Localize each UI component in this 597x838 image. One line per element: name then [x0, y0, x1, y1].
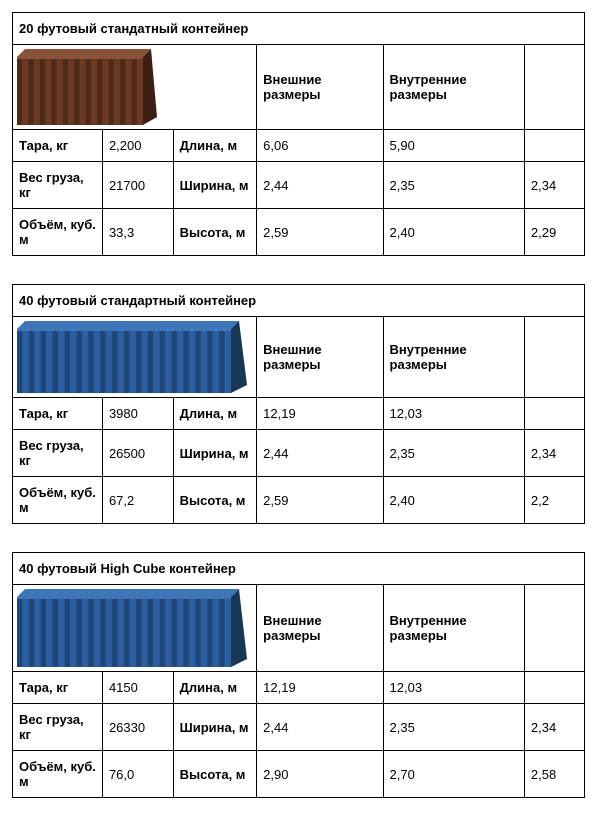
val-length-int: 12,03: [383, 398, 524, 430]
label-volume: Объём, куб. м: [13, 477, 103, 524]
val-length-ext: 12,19: [257, 398, 383, 430]
container-table-40ft-hc: 40 футовый High Cube контейнер Внешние р…: [12, 552, 585, 798]
container-image-cell: [13, 585, 257, 672]
container-image-cell: [13, 45, 257, 130]
val-volume: 76,0: [102, 751, 173, 798]
label-volume: Объём, куб. м: [13, 209, 103, 256]
container-image: [17, 49, 157, 125]
val-volume: 33,3: [102, 209, 173, 256]
label-height: Высота, м: [173, 477, 257, 524]
val-tare: 3980: [102, 398, 173, 430]
container-image-cell: [13, 317, 257, 398]
val-height-int: 2,40: [383, 209, 524, 256]
col-external: Внешние размеры: [257, 45, 383, 130]
spec-table: 40 футовый стандартный контейнер Внешние…: [12, 284, 585, 524]
val-length-ext: 12,19: [257, 672, 383, 704]
label-tare: Тара, кг: [13, 672, 103, 704]
val-height-x: 2,29: [524, 209, 584, 256]
val-length-int: 12,03: [383, 672, 524, 704]
label-height: Высота, м: [173, 751, 257, 798]
val-length-x: [524, 398, 584, 430]
val-width-int: 2,35: [383, 430, 524, 477]
label-length: Длина, м: [173, 398, 257, 430]
label-cargo: Вес груза, кг: [13, 430, 103, 477]
container-image: [17, 321, 247, 393]
col-extra: [524, 585, 584, 672]
val-height-ext: 2,59: [257, 209, 383, 256]
spec-table: 40 футовый High Cube контейнер Внешние р…: [12, 552, 585, 798]
table-title: 20 футовый стандатный контейнер: [13, 13, 585, 45]
val-width-ext: 2,44: [257, 162, 383, 209]
spec-table: 20 футовый стандатный контейнер Внешние …: [12, 12, 585, 256]
label-cargo: Вес груза, кг: [13, 162, 103, 209]
val-tare: 4150: [102, 672, 173, 704]
table-title: 40 футовый High Cube контейнер: [13, 553, 585, 585]
val-length-x: [524, 672, 584, 704]
val-height-ext: 2,90: [257, 751, 383, 798]
col-internal: Внутренние размеры: [383, 585, 524, 672]
val-cargo: 21700: [102, 162, 173, 209]
container-table-20ft: 20 футовый стандатный контейнер Внешние …: [12, 12, 585, 256]
label-cargo: Вес груза, кг: [13, 704, 103, 751]
col-external: Внешние размеры: [257, 585, 383, 672]
val-height-x: 2,2: [524, 477, 584, 524]
label-width: Ширина, м: [173, 162, 257, 209]
val-length-x: [524, 130, 584, 162]
container-image: [17, 589, 247, 667]
val-width-ext: 2,44: [257, 430, 383, 477]
label-volume: Объём, куб. м: [13, 751, 103, 798]
col-extra: [524, 317, 584, 398]
val-width-ext: 2,44: [257, 704, 383, 751]
col-internal: Внутренние размеры: [383, 317, 524, 398]
table-title: 40 футовый стандартный контейнер: [13, 285, 585, 317]
val-width-int: 2,35: [383, 704, 524, 751]
label-width: Ширина, м: [173, 704, 257, 751]
col-external: Внешние размеры: [257, 317, 383, 398]
val-length-int: 5,90: [383, 130, 524, 162]
label-tare: Тара, кг: [13, 398, 103, 430]
label-length: Длина, м: [173, 672, 257, 704]
val-tare: 2,200: [102, 130, 173, 162]
col-internal: Внутренние размеры: [383, 45, 524, 130]
val-width-x: 2,34: [524, 430, 584, 477]
val-cargo: 26500: [102, 430, 173, 477]
val-width-x: 2,34: [524, 162, 584, 209]
val-height-int: 2,40: [383, 477, 524, 524]
label-height: Высота, м: [173, 209, 257, 256]
val-height-int: 2,70: [383, 751, 524, 798]
label-length: Длина, м: [173, 130, 257, 162]
col-extra: [524, 45, 584, 130]
container-table-40ft: 40 футовый стандартный контейнер Внешние…: [12, 284, 585, 524]
val-length-ext: 6,06: [257, 130, 383, 162]
val-width-x: 2,34: [524, 704, 584, 751]
label-width: Ширина, м: [173, 430, 257, 477]
val-width-int: 2,35: [383, 162, 524, 209]
val-cargo: 26330: [102, 704, 173, 751]
val-height-ext: 2,59: [257, 477, 383, 524]
val-height-x: 2,58: [524, 751, 584, 798]
label-tare: Тара, кг: [13, 130, 103, 162]
val-volume: 67,2: [102, 477, 173, 524]
